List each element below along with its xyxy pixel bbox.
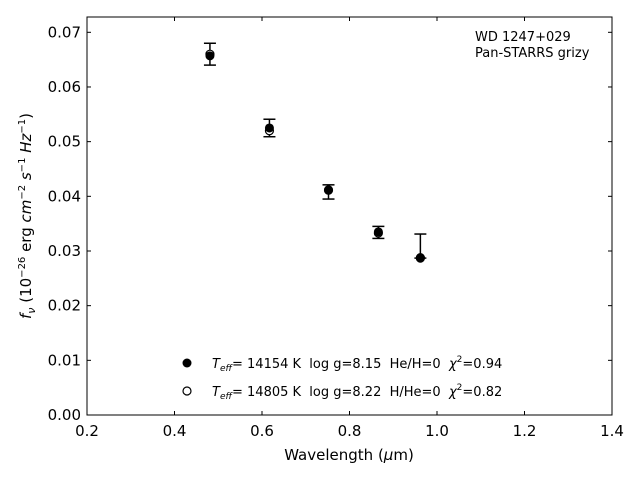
legend-label-filled: Teff= 14154 K log g=8.15 He/H=0 χ2=0.94 bbox=[212, 355, 502, 374]
x-tick-label: 0.4 bbox=[163, 422, 187, 440]
y-tick-label: 0.03 bbox=[48, 242, 81, 260]
model-point-filled bbox=[264, 123, 274, 133]
y-axis-label: fν (10−26 erg cm−2 s−1 Hz−1) bbox=[17, 113, 38, 319]
model-point-filled bbox=[373, 227, 383, 237]
legend-label-open: Teff= 14805 K log g=8.22 H/He=0 χ2=0.82 bbox=[212, 383, 502, 402]
annotation-object: WD 1247+029 bbox=[475, 30, 571, 45]
x-tick-label: 1.4 bbox=[600, 422, 624, 440]
annotation-survey: Pan-STARRS grizy bbox=[475, 46, 590, 61]
model-point-filled bbox=[324, 185, 333, 195]
y-tick-label: 0.07 bbox=[48, 23, 81, 41]
y-tick-label: 0.04 bbox=[48, 187, 81, 205]
y-tick-label: 0.00 bbox=[48, 406, 81, 424]
plot-frame bbox=[86, 16, 613, 416]
legend-marker-filled bbox=[182, 358, 192, 368]
x-tick-label: 1.0 bbox=[425, 422, 449, 440]
legend-marker-open bbox=[182, 386, 192, 396]
model-point-filled bbox=[415, 253, 425, 263]
x-axis-label: Wavelength (μm) bbox=[284, 446, 414, 464]
y-tick-label: 0.06 bbox=[48, 78, 81, 96]
y-tick-label: 0.01 bbox=[48, 351, 81, 369]
x-tick-label: 0.6 bbox=[250, 422, 274, 440]
x-tick-label: 0.2 bbox=[75, 422, 99, 440]
x-tick-label: 0.8 bbox=[338, 422, 362, 440]
y-tick-label: 0.02 bbox=[48, 297, 81, 315]
legend: Teff= 14154 K log g=8.15 He/H=0 χ2=0.94 … bbox=[182, 355, 502, 402]
y-tick-label: 0.05 bbox=[48, 133, 81, 151]
x-tick-label: 1.2 bbox=[513, 422, 537, 440]
model-point-filled bbox=[205, 51, 215, 61]
